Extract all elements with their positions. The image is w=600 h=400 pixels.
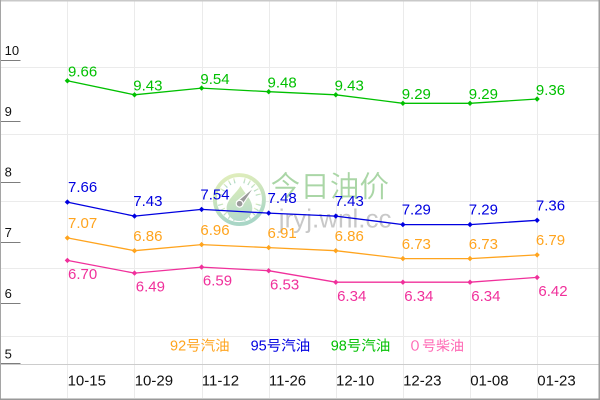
svg-text:7: 7 [5,225,12,240]
svg-text:6.34: 6.34 [471,288,500,305]
svg-text:7.36: 7.36 [536,197,565,214]
svg-text:7.48: 7.48 [268,190,297,207]
svg-text:01-23: 01-23 [537,372,575,389]
svg-text:7.66: 7.66 [68,179,97,196]
svg-text:6.73: 6.73 [402,236,431,253]
svg-text:11-26: 11-26 [269,372,306,389]
svg-text:7.54: 7.54 [200,186,229,203]
svg-text:6.73: 6.73 [469,236,498,253]
svg-text:8: 8 [5,165,12,180]
svg-text:6.96: 6.96 [200,222,229,239]
svg-text:6.86: 6.86 [335,228,364,245]
svg-text:6.53: 6.53 [270,276,299,293]
svg-text:6.86: 6.86 [133,228,162,245]
svg-text:6.34: 6.34 [337,288,366,305]
svg-text:6.79: 6.79 [536,232,565,249]
svg-text:5: 5 [5,347,12,362]
svg-text:01-08: 01-08 [470,372,508,389]
svg-text:7.29: 7.29 [469,202,498,219]
svg-text:95: 95 [251,339,267,355]
svg-text:9.66: 9.66 [68,64,97,81]
svg-text:7.29: 7.29 [402,202,431,219]
svg-text:6.42: 6.42 [538,283,567,300]
svg-text:9.29: 9.29 [469,86,498,103]
svg-text:98: 98 [331,339,347,355]
svg-text:9.43: 9.43 [133,78,162,95]
svg-text:9.29: 9.29 [402,86,431,103]
svg-text:jryj.wnl.cc: jryj.wnl.cc [278,203,392,233]
svg-text:6.34: 6.34 [404,288,433,305]
svg-text:6: 6 [5,286,12,301]
svg-text:6.70: 6.70 [68,266,97,283]
svg-text:12-10: 12-10 [336,372,374,389]
svg-text:9.48: 9.48 [268,75,297,92]
svg-text:6.59: 6.59 [203,273,232,290]
svg-text:6.91: 6.91 [268,225,297,242]
svg-text:10-15: 10-15 [68,372,106,389]
svg-text:9: 9 [5,104,12,119]
svg-text:7.43: 7.43 [335,193,364,210]
svg-text:9.54: 9.54 [200,71,229,88]
svg-text:7.43: 7.43 [133,193,162,210]
svg-text:10: 10 [5,43,19,58]
svg-text:6.49: 6.49 [136,279,165,296]
svg-text:12-23: 12-23 [403,372,441,389]
svg-text:9.36: 9.36 [536,82,565,99]
svg-text:9.43: 9.43 [335,78,364,95]
svg-text:11-12: 11-12 [202,372,239,389]
svg-text:7.07: 7.07 [68,215,97,232]
svg-text:10-29: 10-29 [135,372,173,389]
svg-text:92: 92 [170,339,186,355]
